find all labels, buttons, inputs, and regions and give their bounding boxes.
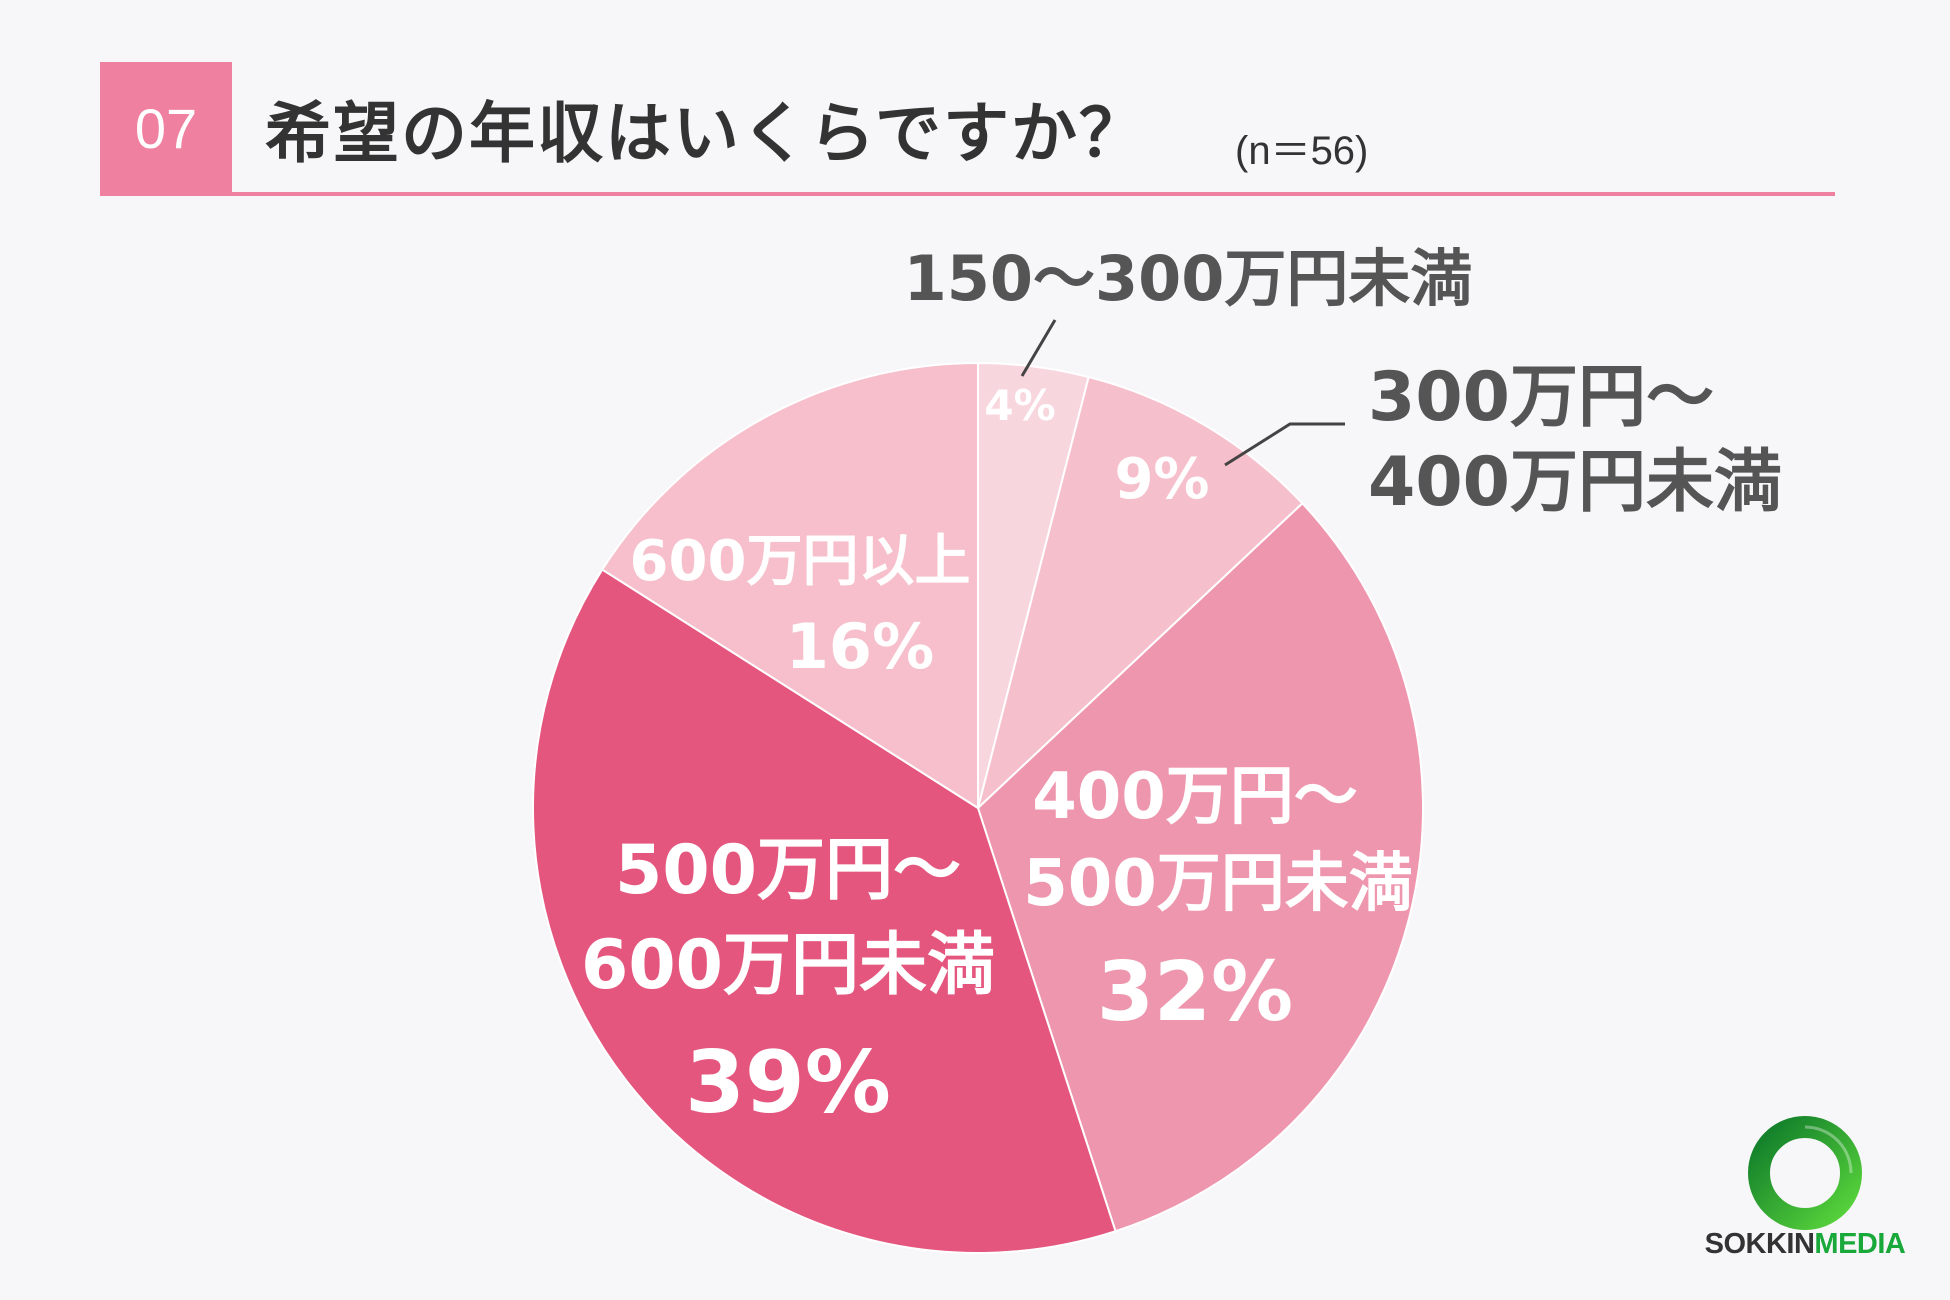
slice-label: 500万円〜 — [615, 831, 961, 910]
pie-slice — [976, 375, 1304, 812]
logo-text: SOKKINMEDIA — [1690, 1228, 1920, 1261]
slice-label: 500万円未満 — [1023, 847, 1413, 921]
slice-percentage: 4% — [984, 381, 1055, 430]
slice-label: 600万円以上 — [630, 529, 971, 594]
slice-percentage: 9% — [1114, 447, 1209, 512]
slice-label: 400万円未満 — [1368, 443, 1782, 522]
sample-size: (n＝56) — [1235, 129, 1369, 173]
slice-label: 150〜300万円未満 — [904, 242, 1473, 315]
page-title: 希望の年収はいくらですか？ — [265, 95, 1148, 172]
slice-percentage: 32% — [1097, 945, 1293, 1040]
logo-ring-icon — [1748, 1116, 1862, 1230]
slice-label: 300万円〜 — [1368, 358, 1714, 437]
slice-percentage: 16% — [786, 610, 934, 683]
pie-slice — [976, 501, 1424, 1233]
leader-line — [1020, 319, 1057, 377]
slice-label: 400万円〜 — [1032, 760, 1358, 834]
question-number-badge: 07 — [100, 62, 232, 194]
header-divider — [100, 192, 1835, 196]
pie-slice — [600, 361, 979, 810]
leader-line — [1224, 422, 1345, 467]
slice-label: 600万円未満 — [581, 926, 995, 1005]
logo-text-sokkin: SOKKIN — [1704, 1228, 1815, 1260]
sokkin-media-logo: SOKKINMEDIA — [1690, 1110, 1920, 1260]
logo-text-media: MEDIA — [1814, 1228, 1906, 1260]
pie-slice — [532, 568, 1117, 1254]
slice-percentage: 39% — [685, 1033, 891, 1133]
